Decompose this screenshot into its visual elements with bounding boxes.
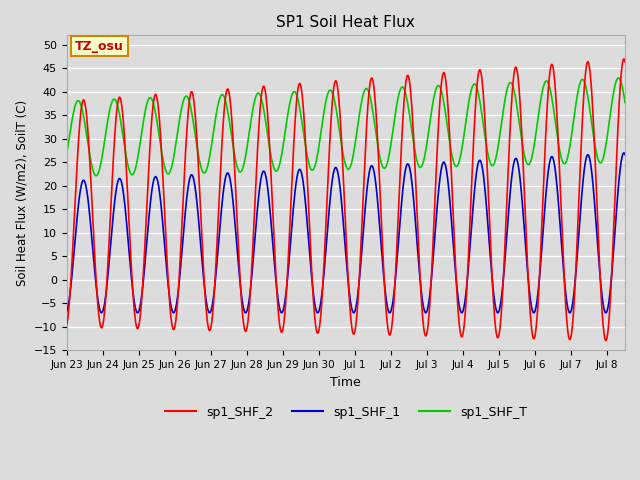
sp1_SHF_1	[566, 310, 573, 316]
sp1_SHF_2	[621, 59, 629, 64]
sp1_SHF_1	[426, 292, 434, 298]
sp1_SHF_T	[522, 158, 530, 164]
sp1_SHF_2	[522, 221, 529, 227]
sp1_SHF_2	[602, 337, 610, 343]
sp1_SHF_2	[426, 302, 434, 308]
sp1_SHF_1	[276, 307, 284, 312]
sp1_SHF_T	[164, 171, 172, 177]
sp1_SHF_T	[398, 84, 406, 90]
sp1_SHF_1	[479, 171, 487, 177]
sp1_SHF_T	[92, 173, 100, 179]
sp1_SHF_1	[164, 281, 172, 287]
sp1_SHF_T	[621, 99, 629, 105]
sp1_SHF_2	[397, 142, 405, 148]
sp1_SHF_1	[397, 201, 405, 206]
sp1_SHF_T	[63, 152, 70, 157]
sp1_SHF_T	[614, 75, 622, 81]
Y-axis label: Soil Heat Flux (W/m2), SoilT (C): Soil Heat Flux (W/m2), SoilT (C)	[15, 100, 28, 286]
sp1_SHF_2	[164, 276, 172, 282]
Line: sp1_SHF_2: sp1_SHF_2	[67, 59, 625, 340]
sp1_SHF_2	[479, 91, 487, 96]
Text: TZ_osu: TZ_osu	[75, 39, 124, 52]
sp1_SHF_1	[620, 150, 628, 156]
sp1_SHF_T	[276, 159, 284, 165]
sp1_SHF_2	[63, 322, 70, 327]
sp1_SHF_2	[276, 324, 284, 330]
sp1_SHF_1	[621, 152, 629, 157]
Legend: sp1_SHF_2, sp1_SHF_1, sp1_SHF_T: sp1_SHF_2, sp1_SHF_1, sp1_SHF_T	[159, 401, 532, 424]
sp1_SHF_T	[426, 120, 434, 126]
Title: SP1 Soil Heat Flux: SP1 Soil Heat Flux	[276, 15, 415, 30]
Line: sp1_SHF_T: sp1_SHF_T	[67, 78, 625, 176]
sp1_SHF_1	[63, 309, 70, 314]
X-axis label: Time: Time	[330, 376, 361, 389]
Line: sp1_SHF_1: sp1_SHF_1	[67, 153, 625, 313]
sp1_SHF_2	[620, 56, 628, 62]
sp1_SHF_1	[522, 245, 529, 251]
sp1_SHF_T	[479, 122, 487, 128]
